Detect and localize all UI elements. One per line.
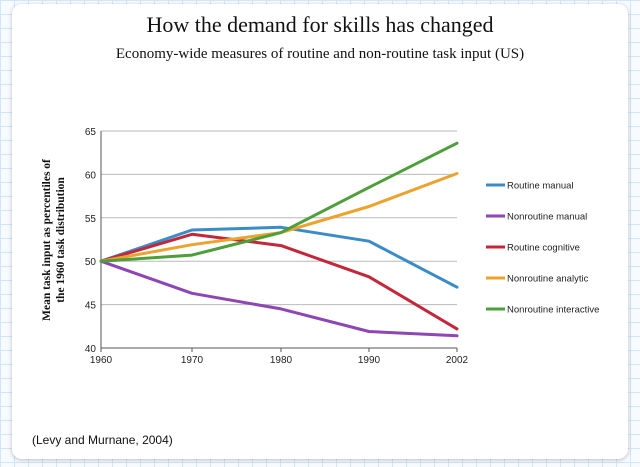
series-line-routine-manual [99, 225, 459, 289]
y-tick-label: 55 [85, 214, 97, 225]
series-line-nonroutine-interactive [99, 141, 459, 263]
legend-label: Nonroutine manual [507, 212, 587, 223]
legend-label: Routine cognitive [507, 243, 580, 254]
y-tick-label: 40 [85, 344, 97, 355]
y-tick-label: 60 [85, 170, 97, 181]
y-axis-label-line: Mean task input as percentiles of [41, 159, 53, 321]
y-axis-label-line: the 1960 task distribution [55, 177, 67, 303]
axes: 40 45 50 55 60 65 1960 1970 1980 1990 2002 [85, 127, 469, 366]
y-tick-label: 65 [85, 127, 97, 138]
legend-label: Routine manual [507, 181, 574, 192]
x-tick-label: 1990 [358, 355, 381, 366]
y-axis-label: Mean task input as percentiles of the 196… [41, 159, 67, 321]
chart-subtitle: Economy-wide measures of routine and non… [115, 46, 525, 62]
series-lines [99, 141, 459, 338]
source-citation: (Levy and Murnane, 2004) [32, 433, 173, 447]
series-line-nonroutine-manual [99, 259, 459, 338]
x-tick-label: 1980 [270, 355, 293, 366]
y-axis-title: Mean task input as percentiles of the 196… [41, 159, 67, 321]
legend-label: Nonroutine analytic [507, 274, 589, 285]
legend: Routine manual Nonroutine manual Routine c… [486, 181, 599, 316]
y-tick-label: 45 [85, 301, 97, 312]
x-tick-label: 2002 [446, 355, 469, 366]
chart-title: How the demand for skills has changed [146, 12, 494, 37]
series-line-routine-cognitive [99, 232, 459, 331]
legend-label: Nonroutine interactive [507, 305, 599, 316]
chart-card [12, 4, 628, 459]
x-tick-label: 1970 [181, 355, 204, 366]
x-tick-label: 1960 [90, 355, 113, 366]
y-tick-label: 50 [85, 257, 97, 268]
